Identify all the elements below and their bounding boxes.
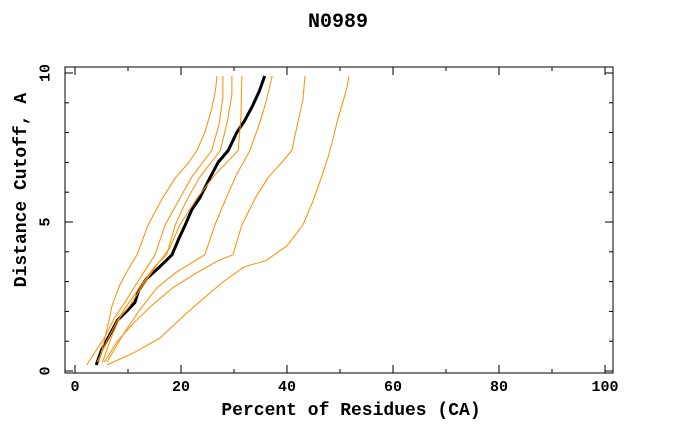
y-tick-label-0: 0 xyxy=(37,366,55,376)
orange-curve-5 xyxy=(106,75,273,363)
orange-curve-2 xyxy=(86,76,224,366)
chart-title: N0989 xyxy=(307,11,369,34)
orange-curve-6 xyxy=(103,75,306,363)
x-tick-label-0: 0 xyxy=(70,379,80,396)
x-tick-label-20: 20 xyxy=(171,379,191,396)
orange-curve-4 xyxy=(96,75,243,363)
plot-frame xyxy=(64,66,614,374)
orange-curve-3 xyxy=(102,76,233,363)
x-tick-label-60: 60 xyxy=(383,379,403,396)
y-axis-label: Distance Cutoff, A xyxy=(12,92,32,288)
y-tick-label-5: 5 xyxy=(37,217,55,227)
orange-curve-1 xyxy=(98,75,218,363)
x-tick-label-100: 100 xyxy=(591,379,619,396)
black-curve xyxy=(94,75,267,366)
x-tick-label-40: 40 xyxy=(277,379,297,396)
x-axis-label: Percent of Residues (CA) xyxy=(221,401,481,421)
orange-curve-7 xyxy=(106,75,350,366)
y-tick-label-10: 10 xyxy=(37,63,55,83)
x-tick-label-80: 80 xyxy=(489,379,509,396)
